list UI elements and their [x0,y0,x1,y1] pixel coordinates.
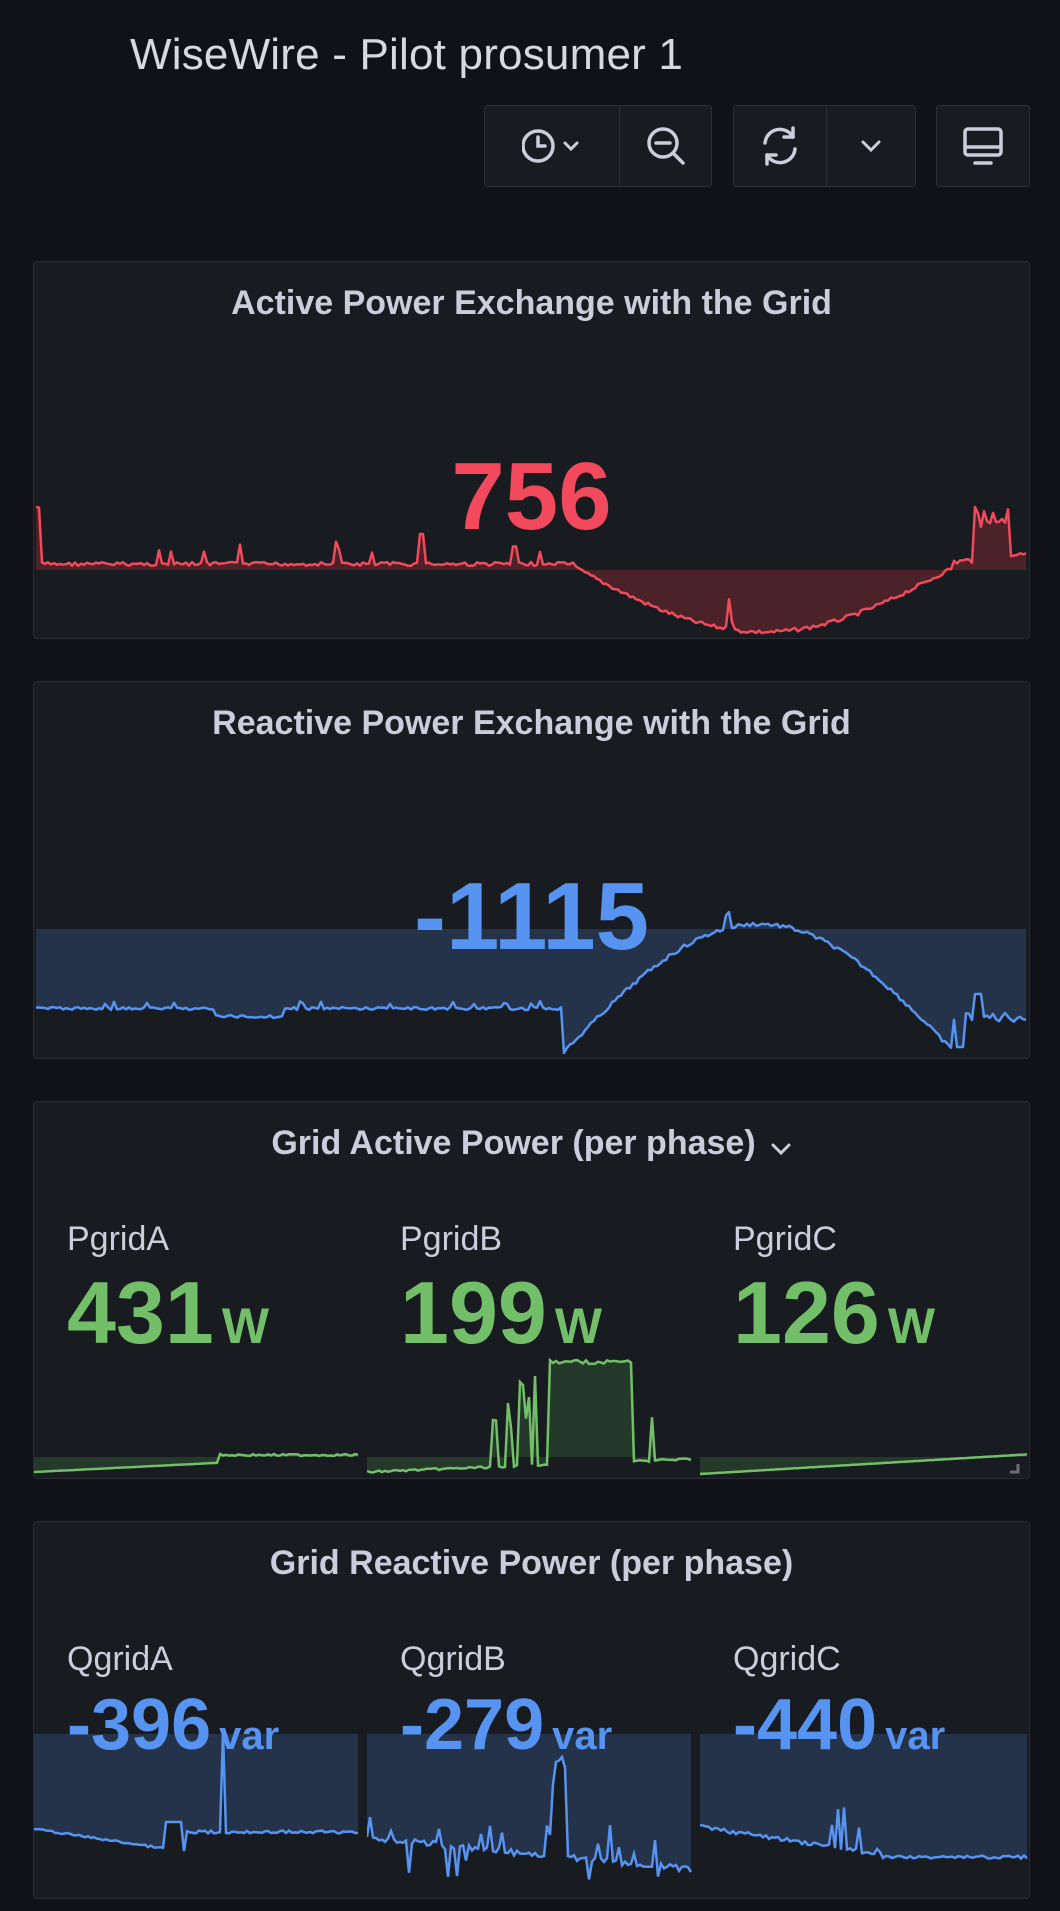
qgridc-area [700,1734,1027,1859]
qgridc-sparkline [700,1734,1028,1861]
stat-number: 199 [400,1263,547,1362]
panel-title-text: Grid Active Power (per phase) [271,1124,756,1162]
stat-value: -440 var [733,1684,945,1766]
stat-value: -396 var [67,1684,279,1766]
active-power-sparkline [35,505,1027,635]
tv-mode-controls [936,105,1030,187]
refresh-interval-button[interactable] [826,106,915,186]
qgrida-area [34,1732,358,1852]
refresh-button[interactable] [734,106,826,186]
stat-label: PgridC [733,1220,837,1258]
pgridc-sparkline [700,1453,1028,1476]
pgrida-line [34,1452,359,1474]
qgridb-sparkline [367,1734,692,1880]
reactive-power-line [35,910,1027,1055]
resize-handle-icon[interactable] [1010,1464,1020,1474]
time-controls [484,105,712,187]
refresh-icon [763,126,797,166]
reactive-power-panel[interactable]: Reactive Power Exchange with the Grid -1… [33,681,1030,1059]
dashboard-title[interactable]: WiseWire - Pilot prosumer 1 [130,30,684,79]
stat-qgridc: QgridC -440 var [700,1522,1028,1898]
refresh-controls [733,105,916,187]
grid-active-power-panel[interactable]: Grid Active Power (per phase) PgridA 431… [33,1101,1030,1479]
stat-label: PgridB [400,1220,503,1258]
stat-pgridb: PgridB 199 W [367,1102,692,1478]
qgrida-line [34,1731,359,1852]
stat-value: -279 var [400,1684,612,1766]
pgridc-line [700,1453,1028,1476]
stat-qgridb: QgridB -279 var [367,1522,692,1898]
time-picker-button[interactable] [485,106,619,186]
stat-number: -396 [67,1685,212,1765]
active-power-panel[interactable]: Active Power Exchange with the Grid 756 [33,261,1030,639]
pgridb-line [367,1357,692,1474]
reactive-power-value: -1115 [414,863,649,970]
stat-pgridc: PgridC 126 W [700,1102,1028,1478]
stat-number: -279 [400,1685,545,1765]
stat-value: 199 W [400,1262,602,1364]
stat-unit: var [552,1714,613,1758]
grid-reactive-power-panel[interactable]: Grid Reactive Power (per phase) QgridA -… [33,1521,1030,1899]
reactive-power-area [36,912,1026,1053]
reactive-power-sparkline [35,910,1027,1055]
pgridb-sparkline [367,1357,692,1474]
qgridc-line [700,1807,1028,1861]
zoom-out-icon [646,127,685,165]
dashboard-header: WiseWire - Pilot prosumer 1 [0,0,1060,200]
stat-label: QgridB [400,1640,506,1678]
stat-unit: W [221,1298,270,1354]
chevron-down-icon[interactable] [770,1126,792,1165]
panel-title: Reactive Power Exchange with the Grid [212,704,851,742]
stat-number: -440 [733,1685,878,1765]
panel-title[interactable]: Grid Active Power (per phase) [34,1124,1029,1165]
chevron-down-icon [861,140,881,153]
active-power-area [36,506,1026,634]
stat-unit: var [885,1714,946,1758]
stat-qgrida: QgridA -396 var [34,1522,359,1898]
qgridb-area [367,1734,691,1880]
stat-number: 431 [67,1263,214,1362]
active-power-value: 756 [451,443,612,550]
tv-mode-button[interactable] [937,106,1029,186]
stat-value: 126 W [733,1262,935,1364]
stat-label: QgridA [67,1640,173,1678]
active-power-line [35,505,1027,635]
stat-value: 431 W [67,1262,269,1364]
pgridc-area [700,1454,1027,1474]
stat-number: 126 [733,1263,880,1362]
stat-unit: var [219,1714,280,1758]
stat-unit: W [554,1298,603,1354]
qgrida-sparkline [34,1731,359,1852]
zoom-out-button[interactable] [619,106,711,186]
panel-title: Active Power Exchange with the Grid [231,284,832,322]
qgridb-line [367,1754,692,1880]
panel-title: Grid Reactive Power (per phase) [269,1544,794,1582]
stat-label: PgridA [67,1220,170,1258]
pgrida-sparkline [34,1452,359,1474]
monitor-icon [963,127,1003,165]
stat-unit: W [887,1298,936,1354]
stat-pgrida: PgridA 431 W [34,1102,359,1478]
clock-icon [522,129,579,163]
stat-label: QgridC [733,1640,841,1678]
